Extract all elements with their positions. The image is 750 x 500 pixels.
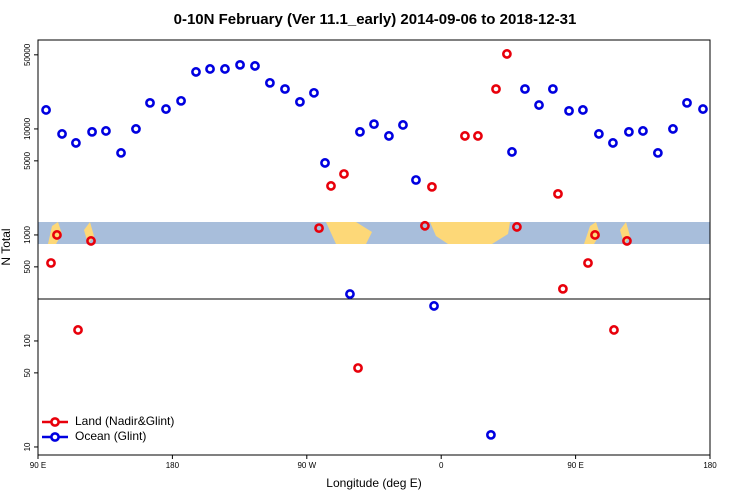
point bbox=[57, 129, 67, 139]
legend-marker bbox=[50, 417, 60, 427]
point bbox=[520, 84, 530, 94]
y-tick-label: 5000 bbox=[23, 151, 32, 169]
x-tick-label: 0 bbox=[439, 461, 444, 470]
point bbox=[682, 98, 692, 108]
point bbox=[411, 175, 421, 185]
point bbox=[534, 100, 544, 110]
point bbox=[71, 138, 81, 148]
point bbox=[564, 105, 574, 116]
point bbox=[473, 131, 483, 141]
point bbox=[698, 104, 708, 114]
legend-marker bbox=[50, 432, 60, 442]
y-tick-label: 100 bbox=[23, 334, 32, 348]
point bbox=[668, 124, 678, 134]
point bbox=[326, 181, 336, 191]
point bbox=[46, 258, 56, 268]
point bbox=[205, 64, 215, 74]
chart-title: 0-10N February (Ver 11.1_early) 2014-09-… bbox=[174, 11, 577, 28]
point bbox=[583, 258, 593, 268]
y-tick-label: 10000 bbox=[23, 117, 32, 140]
point bbox=[320, 158, 330, 168]
point bbox=[429, 301, 439, 311]
point bbox=[339, 169, 349, 179]
point bbox=[52, 230, 62, 240]
point bbox=[314, 223, 324, 234]
point bbox=[86, 236, 96, 246]
point bbox=[652, 148, 663, 158]
point bbox=[220, 64, 230, 74]
y-tick-label: 50000 bbox=[23, 43, 32, 66]
point bbox=[131, 124, 141, 134]
point bbox=[355, 126, 365, 137]
point bbox=[398, 120, 408, 130]
x-tick-label: 90 W bbox=[297, 461, 316, 470]
point bbox=[87, 126, 97, 137]
point bbox=[427, 181, 437, 192]
point bbox=[369, 119, 379, 130]
point bbox=[548, 84, 558, 94]
point bbox=[345, 289, 355, 299]
y-tick-label: 50 bbox=[23, 368, 32, 377]
point bbox=[235, 59, 245, 70]
y-tick-label: 10 bbox=[23, 442, 32, 451]
point bbox=[578, 105, 588, 115]
point bbox=[250, 61, 260, 71]
point bbox=[384, 131, 394, 141]
point bbox=[101, 126, 111, 136]
point bbox=[161, 104, 171, 114]
point bbox=[608, 138, 618, 148]
point bbox=[145, 98, 155, 108]
point bbox=[512, 222, 522, 232]
point bbox=[590, 230, 600, 240]
legend-label: Ocean (Glint) bbox=[75, 429, 146, 443]
point bbox=[41, 105, 51, 115]
point bbox=[265, 77, 275, 88]
point bbox=[353, 363, 363, 373]
point bbox=[553, 188, 563, 199]
point bbox=[491, 84, 501, 94]
point bbox=[507, 147, 517, 157]
point bbox=[558, 283, 568, 294]
point bbox=[624, 126, 634, 137]
point bbox=[295, 96, 305, 107]
point bbox=[420, 220, 430, 231]
x-tick-label: 180 bbox=[703, 461, 717, 470]
y-tick-label: 1000 bbox=[23, 225, 32, 243]
point bbox=[609, 325, 619, 335]
x-tick-label: 180 bbox=[166, 461, 180, 470]
point bbox=[116, 148, 126, 158]
point bbox=[309, 87, 319, 98]
plot-frame bbox=[37, 39, 711, 456]
point bbox=[593, 129, 604, 139]
x-tick-label: 90 E bbox=[567, 461, 583, 470]
x-tick-label: 90 E bbox=[30, 461, 46, 470]
map-strip bbox=[38, 222, 710, 244]
point bbox=[622, 236, 632, 246]
point bbox=[280, 84, 290, 94]
point bbox=[191, 67, 201, 77]
point bbox=[638, 126, 648, 136]
x-axis-label: Longitude (deg E) bbox=[326, 476, 421, 490]
point bbox=[486, 429, 496, 440]
point bbox=[73, 325, 83, 335]
point bbox=[502, 49, 512, 59]
y-axis-label: N Total bbox=[0, 228, 13, 265]
y-tick-label: 500 bbox=[23, 260, 32, 274]
point bbox=[176, 95, 186, 106]
point bbox=[460, 131, 470, 141]
legend-label: Land (Nadir&Glint) bbox=[75, 414, 174, 428]
